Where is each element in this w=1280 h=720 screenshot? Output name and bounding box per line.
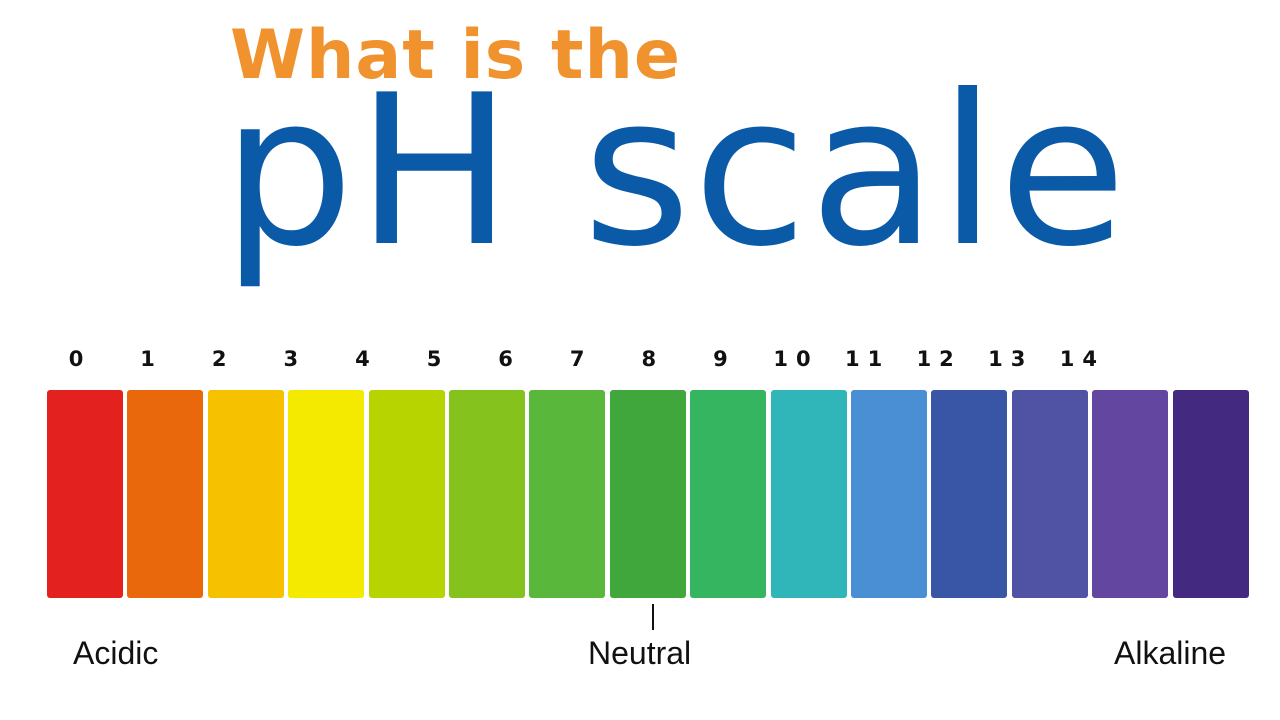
ph-number-12: 12 — [916, 347, 962, 371]
ph-swatch-13 — [1092, 390, 1169, 598]
neutral-marker-line — [652, 604, 654, 630]
ph-number-8: 8 — [641, 347, 665, 371]
ph-swatch-10 — [851, 390, 927, 598]
ph-number-10: 10 — [773, 347, 819, 371]
ph-swatch-6 — [529, 390, 606, 598]
ph-swatch-8 — [690, 390, 767, 598]
ph-number-11: 11 — [844, 347, 891, 371]
ph-swatch-7 — [609, 390, 686, 598]
title-what-is-the: What is the — [230, 16, 681, 95]
ph-number-6: 6 — [498, 347, 521, 371]
ph-swatch-0 — [47, 390, 123, 598]
ph-number-2: 2 — [211, 347, 235, 371]
ph-swatch-9 — [770, 390, 847, 598]
ph-swatch-1 — [127, 390, 204, 598]
ph-swatch-3 — [288, 390, 365, 598]
ph-swatch-2 — [207, 390, 284, 598]
label-alkaline: Alkaline — [1114, 635, 1227, 671]
ph-swatch-5 — [449, 390, 525, 598]
ph-swatch-14 — [1172, 390, 1249, 598]
ph-number-1: 1 — [140, 347, 163, 371]
ph-number-0: 0 — [68, 347, 92, 371]
label-acidic: Acidic — [73, 635, 159, 671]
ph-number-3: 3 — [283, 347, 307, 371]
ph-swatch-12 — [1011, 390, 1088, 598]
ph-swatch-4 — [368, 390, 445, 598]
ph-number-4: 4 — [355, 347, 378, 371]
ph-number-7: 7 — [569, 347, 593, 371]
ph-number-9: 9 — [713, 347, 736, 371]
ph-number-14: 14 — [1059, 347, 1105, 371]
title-ph-scale: pH scale — [222, 51, 1129, 293]
ph-number-13: 13 — [988, 347, 1034, 371]
ph-number-5: 5 — [426, 347, 450, 371]
ph-swatch-11 — [931, 390, 1008, 598]
label-neutral: Neutral — [588, 635, 692, 671]
